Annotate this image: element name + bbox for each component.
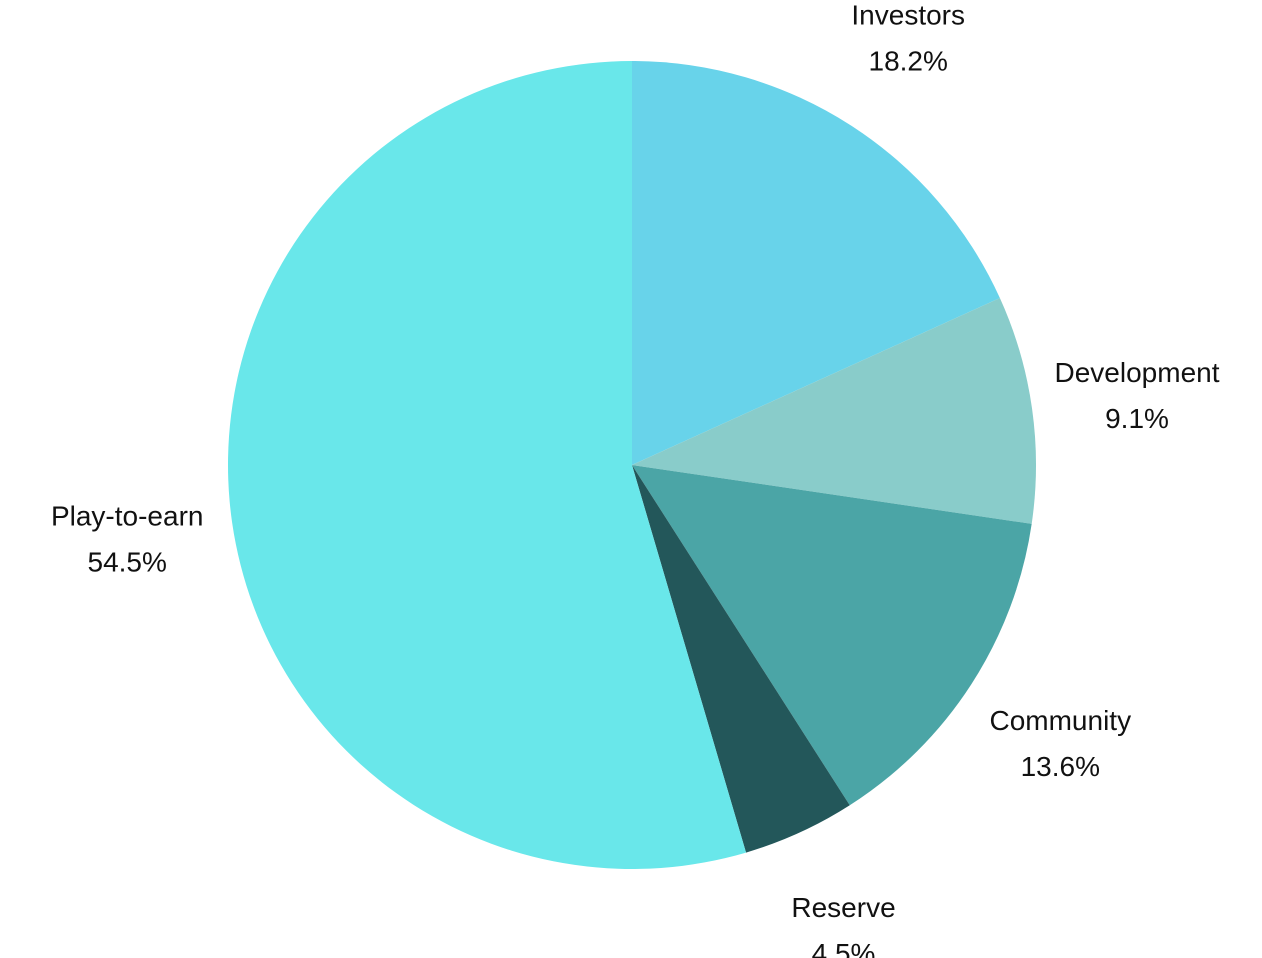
pie-slice-play-to-earn — [227, 61, 747, 870]
pie-slices — [227, 61, 1036, 870]
slice-percent-community: 13.6% — [1021, 751, 1100, 782]
slice-percent-reserve: 4.5% — [812, 938, 876, 958]
slice-percent-investors: 18.2% — [869, 45, 948, 76]
slice-percent-development: 9.1% — [1105, 403, 1169, 434]
slice-name-development: Development — [1055, 357, 1220, 388]
pie-slice-development — [632, 298, 1036, 524]
slice-label-community: Community 13.6% — [989, 705, 1131, 782]
slice-label-reserve: Reserve 4.5% — [791, 892, 895, 958]
slice-name-reserve: Reserve — [791, 892, 895, 923]
slice-name-play-to-earn: Play-to-earn — [51, 501, 204, 532]
pie-slice-reserve — [632, 465, 850, 853]
slice-label-development: Development 9.1% — [1055, 357, 1220, 434]
slice-percent-play-to-earn: 54.5% — [88, 547, 167, 578]
slice-name-community: Community — [989, 705, 1131, 736]
slice-label-investors: Investors 18.2% — [851, 0, 965, 76]
pie-slice-investors — [632, 61, 1000, 465]
pie-labels: Investors 18.2% Development 9.1% Community 13… — [51, 0, 1220, 958]
slice-name-investors: Investors — [851, 0, 965, 30]
slice-label-play-to-earn: Play-to-earn 54.5% — [51, 501, 204, 578]
pie-slice-community — [632, 465, 1032, 806]
